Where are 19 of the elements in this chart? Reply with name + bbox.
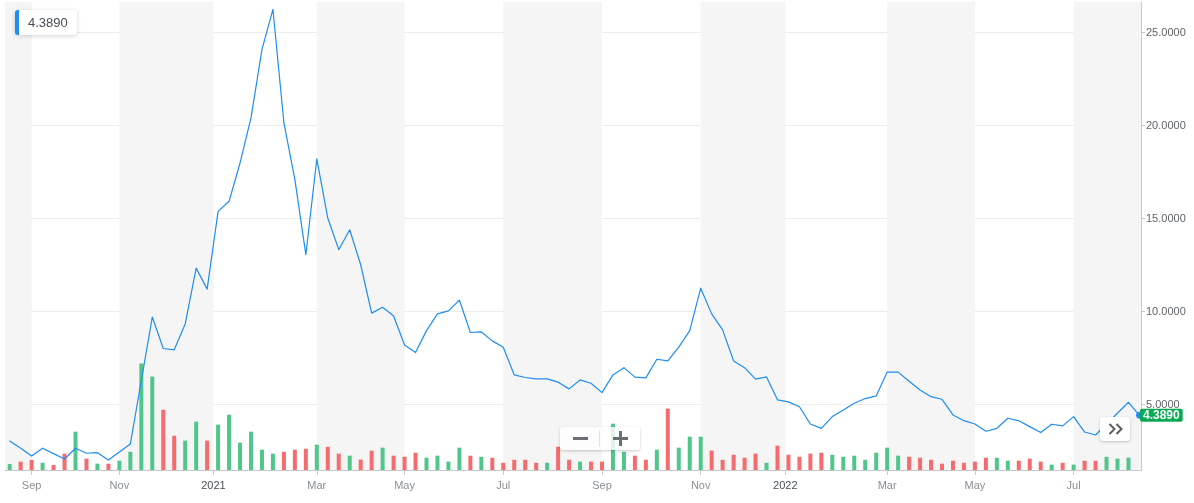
x-tick-label: Mar [877,478,897,491]
x-tick-label: Sep [21,478,42,491]
x-tick-label: May [964,478,986,491]
y-tick-label: 15.0000 [1146,211,1186,224]
x-tick-label: 2022 [773,478,798,491]
x-tick-label: May [394,478,416,491]
y-tick-label: 10.0000 [1146,304,1186,317]
y-tick-label: 5.0000 [1146,397,1180,410]
value-chip: 4.3890 [15,10,77,35]
x-tick-label: 2021 [201,478,226,491]
annotation: 4.3890 [1143,408,1181,423]
x-tick-label: Sep [592,478,612,491]
x-tick-label: Jul [1066,478,1081,491]
x-tick-label: Jul [496,478,511,491]
x-tick-label: Nov [690,478,711,491]
y-tick-label: 25.0000 [1146,25,1186,38]
x-tick-label: Mar [307,478,327,491]
y-tick-label: 20.0000 [1146,118,1186,131]
x-tick-label: Nov [109,478,130,491]
